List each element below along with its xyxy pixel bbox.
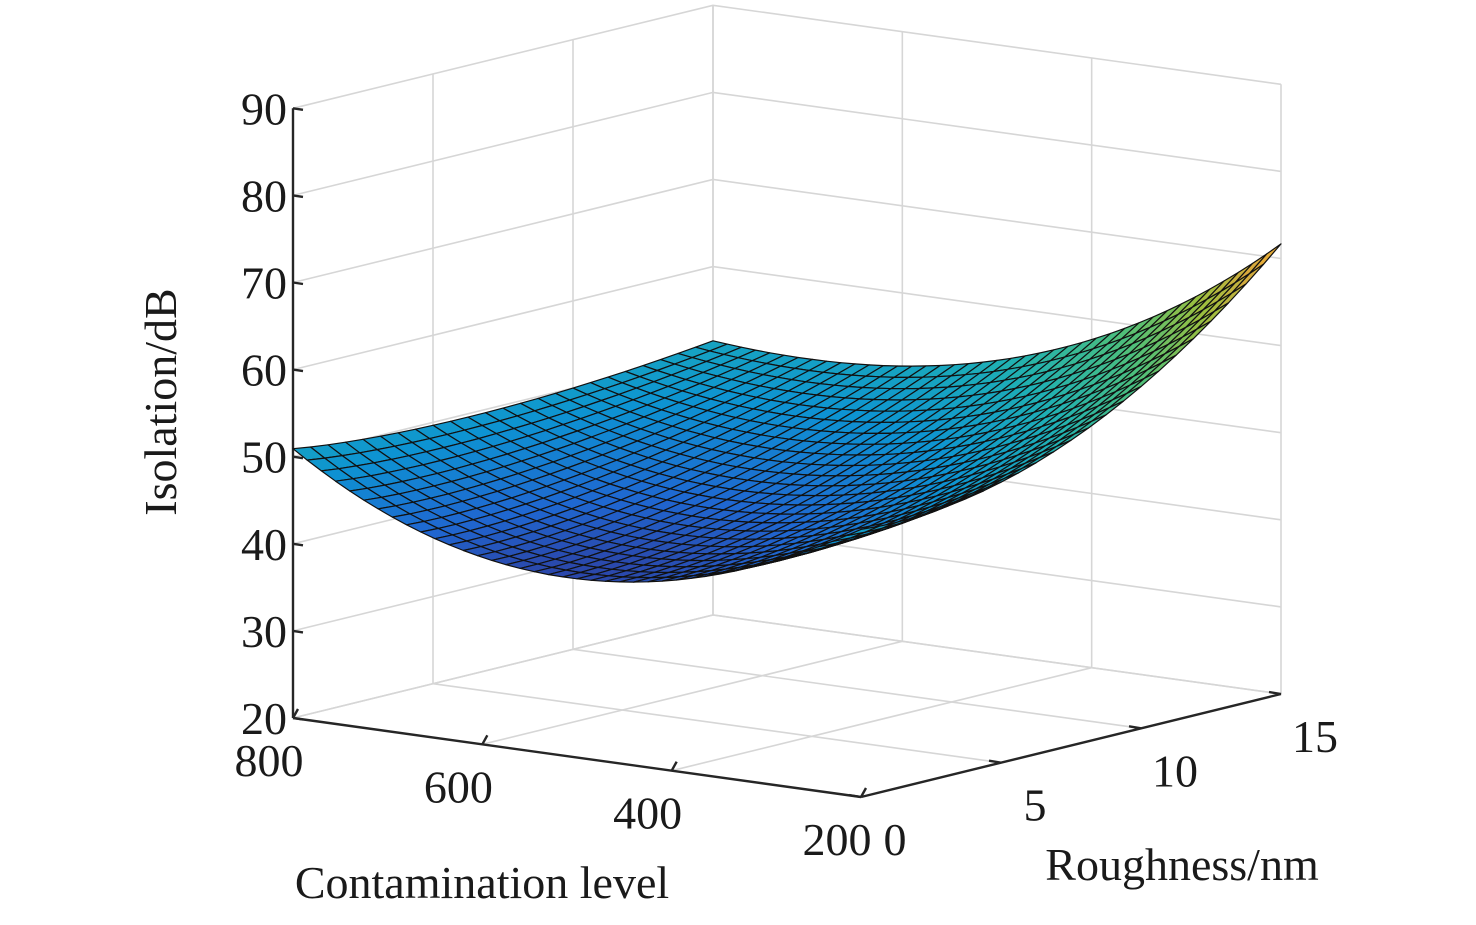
z-tick-label: 90	[241, 83, 287, 134]
x-axis-title: Contamination level	[295, 857, 669, 908]
z-tick-mark	[292, 542, 304, 547]
y-tick-label: 5	[1024, 780, 1047, 831]
z-tick-label: 20	[241, 693, 287, 744]
grid-line-floor-x	[292, 614, 714, 719]
x-tick-label: 800	[235, 735, 304, 786]
z-tick-mark	[292, 716, 304, 721]
z-tick-mark	[292, 107, 304, 111]
z-tick-label: 80	[241, 170, 287, 221]
x-tick-label: 200	[803, 814, 872, 865]
grid-line-floor-y	[432, 682, 1002, 764]
x-tick-label: 400	[613, 788, 682, 839]
x-axis-line	[292, 716, 862, 799]
y-tick-mark	[1128, 725, 1142, 730]
y-tick-mark	[848, 793, 862, 799]
y-axis-title: Roughness/nm	[1045, 839, 1319, 890]
grid-line-z	[292, 178, 1282, 284]
grid-line-z	[292, 91, 1282, 197]
z-tick-mark	[292, 455, 304, 460]
x-tick-mark	[291, 708, 300, 719]
z-tick-mark	[292, 194, 304, 199]
grid-line-floor-y	[712, 614, 1282, 695]
surface-cell	[846, 525, 880, 537]
grid-line-floor-x	[482, 640, 903, 746]
tick-labels: 20 30 40 50 60 70 80 90 200 400 600 800 0 5 10 15	[235, 83, 1339, 865]
z-tick-label: 40	[241, 519, 287, 570]
x-tick-label: 600	[424, 761, 493, 812]
grid-line-z	[292, 614, 1282, 719]
x-tick-mark	[859, 787, 868, 798]
y-axis-line	[860, 692, 1282, 799]
y-tick-mark	[1268, 690, 1282, 696]
z-tick-label: 60	[241, 345, 287, 396]
z-tick-label: 30	[241, 606, 287, 657]
grid-line-floor-y	[572, 648, 1142, 730]
x-tick-mark	[670, 761, 678, 772]
grid-line-z	[292, 265, 1282, 371]
y-tick-label: 10	[1152, 745, 1198, 796]
z-tick-mark	[292, 281, 304, 286]
grid-line-z	[292, 4, 1282, 110]
axes	[291, 107, 1282, 799]
y-tick-label: 0	[884, 814, 907, 865]
z-tick-label: 50	[241, 432, 287, 483]
z-tick-label: 70	[241, 258, 287, 309]
z-axis-title: Isolation/dB	[135, 288, 186, 515]
surface-cell	[1248, 243, 1282, 275]
y-tick-mark	[988, 759, 1002, 764]
z-tick-mark	[292, 629, 304, 634]
grid-line-floor-x	[671, 666, 1092, 772]
x-tick-mark	[481, 734, 489, 745]
surface-mesh	[292, 243, 1282, 583]
y-tick-label: 15	[1292, 711, 1338, 762]
z-tick-mark	[292, 368, 304, 373]
